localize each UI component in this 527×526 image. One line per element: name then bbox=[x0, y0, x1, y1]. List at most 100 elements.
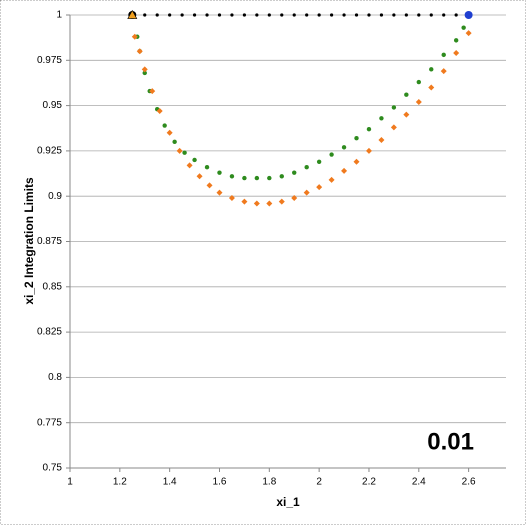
point bbox=[136, 48, 143, 55]
point bbox=[291, 195, 298, 202]
x-tick-label: 2.4 bbox=[412, 477, 426, 488]
point bbox=[317, 13, 321, 17]
point bbox=[390, 124, 397, 131]
x-tick-label: 2.2 bbox=[362, 477, 376, 488]
annotation: 0.01 bbox=[427, 428, 474, 455]
y-tick-label: 0.9 bbox=[48, 191, 62, 202]
y-tick-label: 0.85 bbox=[43, 281, 63, 292]
point bbox=[172, 139, 177, 145]
point bbox=[217, 13, 222, 17]
point bbox=[149, 88, 156, 95]
point bbox=[156, 108, 163, 115]
point bbox=[254, 175, 260, 181]
point bbox=[415, 98, 422, 105]
point bbox=[404, 92, 409, 97]
point bbox=[341, 167, 348, 174]
point bbox=[429, 67, 434, 72]
point bbox=[454, 13, 458, 17]
point bbox=[162, 123, 167, 128]
point bbox=[278, 198, 285, 205]
point bbox=[353, 158, 360, 165]
y-tick-label: 0.95 bbox=[43, 100, 63, 111]
point bbox=[379, 13, 384, 17]
x-tick-label: 1.4 bbox=[163, 477, 177, 488]
x-axis-title: xi_1 bbox=[276, 495, 300, 509]
point bbox=[166, 129, 173, 136]
point bbox=[196, 173, 203, 180]
point bbox=[365, 147, 372, 154]
y-tick-label: 0.875 bbox=[37, 236, 62, 247]
y-tick-label: 0.75 bbox=[43, 463, 63, 474]
point bbox=[366, 126, 372, 132]
point bbox=[280, 13, 284, 17]
x-tick-label: 1.2 bbox=[113, 477, 127, 488]
point bbox=[255, 13, 259, 17]
point bbox=[176, 147, 183, 154]
y-tick-label: 0.775 bbox=[37, 417, 62, 428]
point bbox=[206, 182, 213, 189]
point bbox=[127, 9, 138, 19]
x-tick-label: 1 bbox=[67, 477, 73, 488]
point bbox=[180, 13, 184, 17]
point bbox=[192, 13, 197, 17]
point bbox=[453, 50, 460, 57]
point bbox=[216, 189, 223, 196]
point bbox=[417, 13, 421, 17]
point bbox=[404, 13, 408, 17]
point bbox=[440, 68, 447, 75]
point bbox=[204, 165, 210, 170]
y-tick-label: 1 bbox=[56, 10, 62, 21]
point bbox=[242, 175, 247, 181]
point bbox=[217, 170, 222, 175]
point bbox=[329, 152, 334, 157]
point bbox=[378, 137, 385, 144]
x-tick-label: 2.6 bbox=[462, 477, 476, 488]
point bbox=[267, 13, 271, 17]
point bbox=[242, 13, 246, 17]
point bbox=[367, 13, 371, 17]
point bbox=[464, 11, 473, 19]
x-tick-label: 1.8 bbox=[262, 477, 276, 488]
point bbox=[354, 13, 359, 17]
point bbox=[143, 13, 147, 17]
point bbox=[442, 13, 446, 17]
point bbox=[241, 198, 248, 205]
point bbox=[305, 13, 309, 17]
x-tick-label: 2 bbox=[316, 477, 322, 488]
point bbox=[391, 105, 397, 110]
point bbox=[416, 79, 421, 85]
point bbox=[461, 25, 466, 30]
point bbox=[428, 84, 435, 91]
point bbox=[403, 111, 410, 118]
y-tick-label: 0.975 bbox=[37, 55, 62, 66]
point bbox=[182, 150, 187, 155]
point bbox=[429, 13, 433, 17]
point bbox=[279, 174, 284, 179]
point bbox=[342, 13, 346, 17]
point bbox=[229, 174, 235, 179]
point bbox=[168, 13, 172, 17]
point bbox=[379, 116, 384, 121]
point bbox=[328, 176, 335, 183]
point bbox=[155, 13, 159, 17]
point bbox=[266, 200, 273, 207]
y-axis-title: xi_2 Integration Limits bbox=[22, 177, 36, 305]
point bbox=[230, 13, 234, 17]
point bbox=[316, 184, 323, 191]
point bbox=[303, 189, 310, 196]
point bbox=[465, 30, 472, 37]
point bbox=[267, 175, 272, 181]
y-tick-label: 0.825 bbox=[37, 327, 62, 338]
point bbox=[292, 13, 296, 17]
point bbox=[205, 13, 209, 17]
point bbox=[228, 195, 235, 202]
point bbox=[186, 162, 193, 169]
point bbox=[253, 200, 260, 207]
point bbox=[316, 159, 322, 164]
point bbox=[292, 170, 297, 175]
y-tick-label: 0.925 bbox=[37, 146, 62, 157]
x-tick-label: 1.6 bbox=[213, 477, 227, 488]
